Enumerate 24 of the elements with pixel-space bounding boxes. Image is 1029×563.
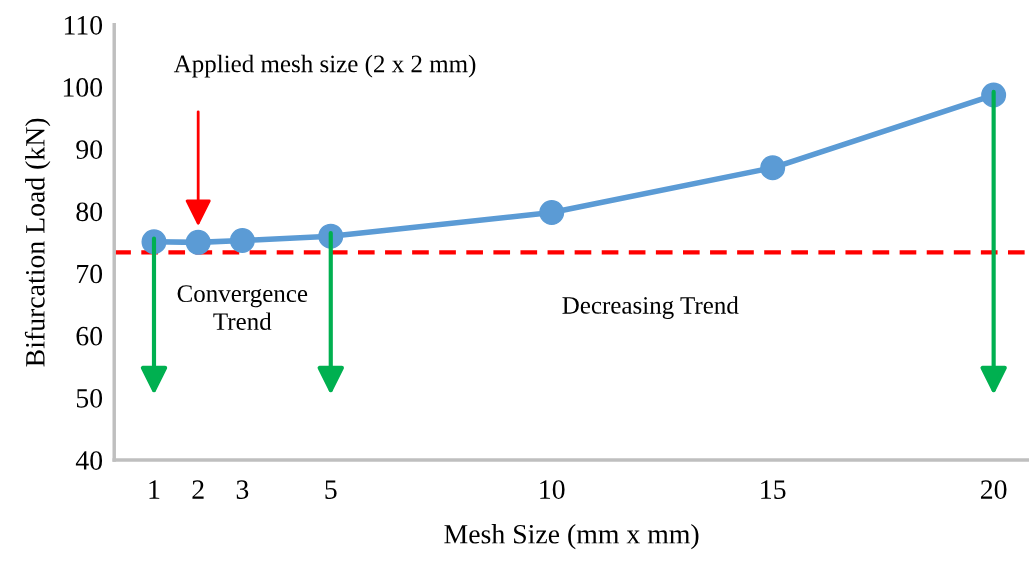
x-tick-label: 10 [540, 480, 565, 499]
x-tick-label: 15 [761, 480, 786, 499]
y-axis-title: Bifurcation Load (kN) [24, 118, 51, 367]
point [229, 228, 255, 254]
y-tick-label: 100 [63, 78, 103, 97]
x-tick-label: 1 [149, 480, 160, 499]
y-tick-label: 50 [76, 388, 103, 408]
x-tick-label: 2 [192, 480, 204, 499]
x-axis-title: Mesh Size (mm x mm) [444, 524, 699, 550]
y-tick-label: 60 [76, 326, 103, 346]
y-tick-label: 90 [76, 140, 103, 160]
annotation: Applied mesh size (2 x 2 mm) [173, 54, 476, 78]
y-tick-label: 110 [64, 15, 103, 35]
y-tick-label: 80 [76, 202, 103, 222]
annotation: Convergence Trend [177, 285, 308, 331]
y-tick-label: 70 [77, 264, 103, 284]
point [539, 200, 565, 226]
x-tick-label: 5 [325, 480, 337, 499]
point [760, 155, 786, 181]
x-tick-label: 20 [980, 480, 1007, 499]
x-tick-label: 3 [236, 480, 249, 499]
y-tick-label: 40 [75, 451, 103, 470]
annotation: Decreasing Trend [562, 296, 739, 320]
point [185, 229, 211, 255]
